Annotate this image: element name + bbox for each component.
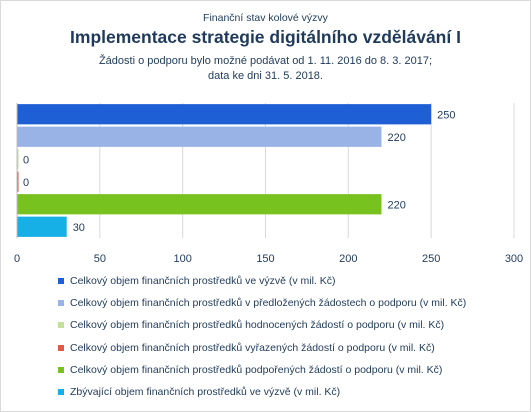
legend-label: Zbývající objem finančních prostředků ve… — [70, 386, 341, 399]
legend-label: Celkový objem finančních prostředků ve v… — [70, 275, 336, 288]
chart-legend: Celkový objem finančních prostředků ve v… — [58, 270, 528, 403]
chart-subtitle-line1: Žádosti o podporu bylo možné podávat od … — [98, 55, 433, 67]
data-label: 0 — [23, 177, 29, 189]
chart-subtitle-line2: data ke dni 31. 5. 2018. — [208, 70, 323, 82]
legend-swatch — [58, 322, 64, 329]
bar — [17, 104, 432, 125]
data-label: 220 — [387, 199, 405, 211]
x-tick-label: 300 — [505, 253, 523, 265]
data-label: 30 — [73, 222, 85, 234]
legend-item: Celkový objem finančních prostředků v př… — [58, 292, 528, 314]
x-tick-label: 200 — [339, 253, 357, 265]
legend-item: Celkový objem finančních prostředků vyřa… — [58, 337, 528, 359]
data-label: 250 — [437, 109, 455, 121]
legend-swatch — [58, 300, 64, 307]
x-tick-label: 150 — [256, 253, 274, 265]
chart-supertitle: Finanční stav kolové výzvy — [203, 12, 328, 24]
legend-label: Celkový objem finančních prostředků vyřa… — [70, 341, 435, 354]
legend-label: Celkový objem finančních prostředků v př… — [70, 297, 467, 310]
legend-label: Celkový objem finančních prostředků podp… — [70, 363, 443, 376]
bar — [17, 126, 382, 147]
x-tick-label: 250 — [422, 253, 440, 265]
data-label: 220 — [387, 132, 405, 144]
bar — [17, 216, 67, 237]
x-tick-label: 100 — [173, 253, 191, 265]
bar — [17, 171, 19, 192]
x-tick-label: 0 — [14, 253, 20, 265]
legend-swatch — [58, 344, 64, 351]
legend-item: Celkový objem finančních prostředků podp… — [58, 359, 528, 381]
chart-title: Implementace strategie digitálního vzděl… — [70, 27, 461, 47]
legend-swatch — [58, 389, 64, 396]
legend-swatch — [58, 278, 64, 285]
data-label: 0 — [23, 154, 29, 166]
x-tick-label: 50 — [94, 253, 106, 265]
bar — [17, 194, 382, 215]
legend-item: Celkový objem finančních prostředků hodn… — [58, 314, 528, 336]
bar — [17, 149, 19, 170]
legend-swatch — [58, 366, 64, 373]
legend-item: Celkový objem finančních prostředků ve v… — [58, 270, 528, 292]
legend-item: Zbývající objem finančních prostředků ve… — [58, 381, 528, 403]
legend-label: Celkový objem finančních prostředků hodn… — [70, 319, 445, 332]
